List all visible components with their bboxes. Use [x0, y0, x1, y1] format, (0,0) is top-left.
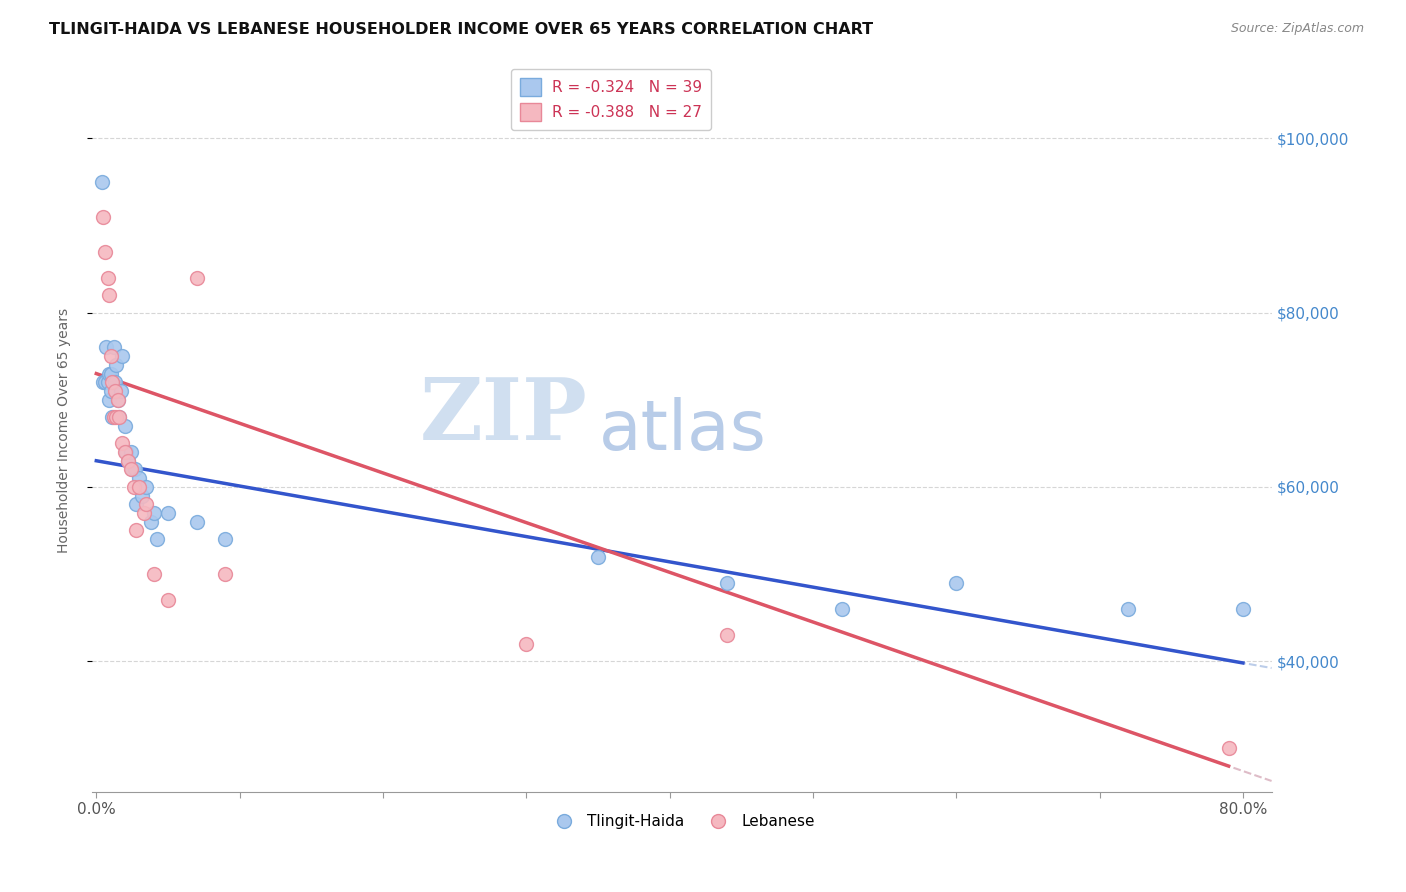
Point [100, 367, 122, 381]
Point [135, 480, 157, 494]
Legend: Tlingit-Haida, Lebanese: Tlingit-Haida, Lebanese [543, 808, 821, 835]
Point [515, 637, 537, 651]
Point [128, 471, 150, 485]
Point [1116, 602, 1139, 616]
Point [135, 497, 157, 511]
Text: ZIP: ZIP [419, 374, 588, 458]
Point [128, 480, 150, 494]
Point [105, 358, 128, 372]
Point [186, 515, 208, 529]
Point [94, 244, 117, 259]
Point [586, 549, 609, 564]
Point [122, 480, 145, 494]
Point [103, 341, 125, 355]
Y-axis label: Householder Income Over 65 years: Householder Income Over 65 years [58, 308, 72, 553]
Point [103, 410, 125, 425]
Point [120, 445, 142, 459]
Text: atlas: atlas [599, 397, 768, 464]
Point [108, 410, 131, 425]
Point [1232, 602, 1254, 616]
Point [98, 392, 121, 407]
Point [142, 506, 165, 520]
Point [97, 376, 120, 390]
Point [101, 376, 124, 390]
Point [117, 454, 139, 468]
Point [94, 376, 117, 390]
Point [93, 210, 115, 224]
Point [101, 410, 124, 425]
Point [93, 376, 115, 390]
Point [120, 462, 142, 476]
Point [111, 436, 134, 450]
Point [716, 628, 738, 642]
Text: TLINGIT-HAIDA VS LEBANESE HOUSEHOLDER INCOME OVER 65 YEARS CORRELATION CHART: TLINGIT-HAIDA VS LEBANESE HOUSEHOLDER IN… [49, 22, 873, 37]
Point [186, 270, 208, 285]
Point [214, 567, 236, 582]
Point [131, 489, 153, 503]
Point [100, 349, 122, 363]
Point [91, 175, 114, 189]
Point [97, 270, 120, 285]
Point [132, 506, 155, 520]
Text: Source: ZipAtlas.com: Source: ZipAtlas.com [1230, 22, 1364, 36]
Point [1218, 741, 1240, 756]
Point [104, 384, 127, 398]
Point [115, 445, 138, 459]
Point [100, 384, 122, 398]
Point [156, 506, 179, 520]
Point [831, 602, 853, 616]
Point [124, 462, 146, 476]
Point [96, 341, 118, 355]
Point [111, 349, 134, 363]
Point [145, 532, 167, 546]
Point [114, 418, 136, 433]
Point [142, 567, 165, 582]
Point [98, 288, 121, 302]
Point [107, 392, 129, 407]
Point [139, 515, 162, 529]
Point [716, 575, 738, 590]
Point [125, 524, 148, 538]
Point [108, 410, 131, 425]
Point [214, 532, 236, 546]
Point [125, 497, 148, 511]
Point [107, 392, 129, 407]
Point [98, 367, 121, 381]
Point [117, 454, 139, 468]
Point [945, 575, 967, 590]
Point [104, 376, 127, 390]
Point [121, 462, 143, 476]
Point [110, 384, 132, 398]
Point [114, 445, 136, 459]
Point [105, 410, 128, 425]
Point [156, 593, 179, 607]
